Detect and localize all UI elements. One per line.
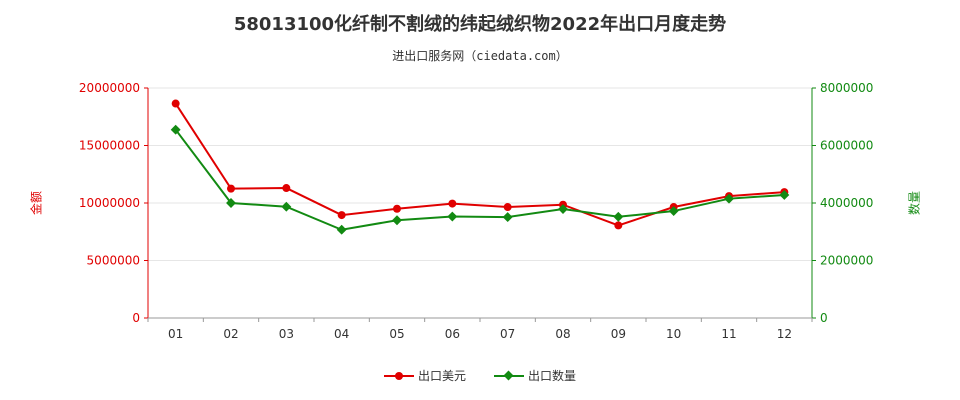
- legend-item-export-qty[interactable]: 出口数量: [494, 367, 576, 384]
- series-2-point: [281, 201, 292, 212]
- x-tick-label: 07: [500, 327, 515, 341]
- x-tick-label: 08: [555, 327, 570, 341]
- series-2-point: [502, 212, 513, 223]
- legend-label-export-usd: 出口美元: [417, 369, 466, 383]
- x-tick-label: 12: [777, 327, 792, 341]
- left-tick-label: 20000000: [79, 81, 140, 95]
- right-tick-label: 2000000: [820, 254, 873, 268]
- series-1-point: [227, 184, 235, 193]
- left-tick-label: 5000000: [87, 254, 140, 268]
- series-line-1: [174, 102, 785, 227]
- series-2-point: [668, 206, 679, 216]
- chart-subtitle: 进出口服务网（ciedata.com）: [392, 49, 568, 63]
- series-2-point: [447, 211, 458, 222]
- chart-legend: 出口美元 出口数量: [0, 367, 960, 384]
- series-line-2: [174, 129, 785, 231]
- x-tick-label: 01: [168, 327, 183, 341]
- series-2-point: [779, 190, 790, 200]
- x-tick-label: 06: [445, 327, 460, 341]
- series-2-point: [336, 224, 347, 235]
- right-tick-label: 6000000: [820, 139, 873, 153]
- series-2-point: [558, 204, 568, 214]
- x-tick-label: 11: [721, 327, 736, 341]
- right-tick-label: 8000000: [820, 81, 873, 95]
- series-1-point: [393, 204, 401, 213]
- series-1-point: [282, 184, 291, 193]
- series-1-point: [448, 199, 457, 208]
- series-2-point: [392, 215, 402, 226]
- series-1-point: [171, 99, 180, 108]
- x-tick-label: 04: [334, 327, 349, 341]
- x-tick-label: 05: [389, 327, 404, 341]
- series-2-point: [170, 124, 181, 135]
- left-tick-label: 0: [132, 311, 140, 325]
- right-tick-label: 4000000: [820, 196, 873, 210]
- series-2-point: [226, 198, 236, 208]
- legend-swatch-export-qty: [494, 370, 524, 382]
- x-tick-label: 09: [611, 327, 626, 341]
- series-1-point: [614, 221, 623, 230]
- legend-swatch-export-usd: [383, 370, 414, 382]
- chart-title: 58013100化纤制不割绒的纬起绒织物2022年出口月度走势: [233, 14, 727, 35]
- x-tick-label: 10: [666, 327, 681, 341]
- left-tick-label: 15000000: [79, 139, 140, 153]
- legend-item-export-usd[interactable]: 出口美元: [383, 367, 466, 384]
- x-tick-label: 02: [223, 327, 238, 341]
- right-tick-label: 0: [820, 311, 828, 325]
- series-2-point: [724, 193, 734, 204]
- series-1-point: [503, 203, 512, 212]
- x-tick-label: 03: [279, 327, 294, 341]
- left-tick-label: 10000000: [79, 196, 140, 210]
- legend-label-export-qty: 出口数量: [528, 369, 577, 383]
- series-2-point: [613, 211, 624, 222]
- series-1-point: [337, 211, 346, 220]
